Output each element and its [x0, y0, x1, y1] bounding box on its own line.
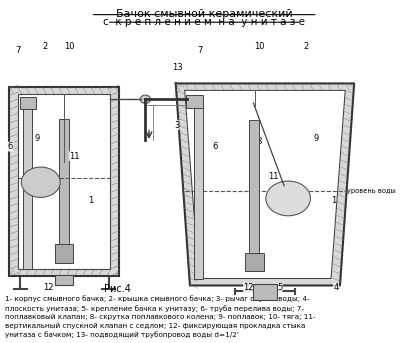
Text: 11: 11 [267, 172, 278, 181]
Bar [55, 275, 73, 285]
Text: 6: 6 [212, 142, 217, 151]
Text: 11: 11 [69, 152, 79, 161]
Text: уровень воды: уровень воды [346, 188, 395, 193]
Bar [252, 284, 276, 300]
Text: 10: 10 [254, 42, 264, 51]
Text: 9: 9 [34, 134, 40, 143]
Text: 1- корпус смывного бачка; 2- крышка смывного бачка; 3- рычаг спуска воды; 4-
пло: 1- корпус смывного бачка; 2- крышка смыв… [5, 296, 315, 338]
Text: Бачок смывной керамический: Бачок смывной керамический [116, 9, 292, 19]
Text: 6: 6 [8, 142, 13, 151]
Text: 12: 12 [243, 283, 253, 293]
Text: 5: 5 [276, 283, 281, 293]
Bar [186, 95, 203, 108]
Text: 2: 2 [303, 42, 308, 51]
Bar [23, 103, 32, 269]
Bar [244, 253, 263, 271]
Text: 10: 10 [64, 42, 74, 51]
Text: 4: 4 [333, 283, 338, 293]
Text: 7: 7 [15, 46, 20, 55]
Text: 1: 1 [330, 196, 336, 205]
Text: 12: 12 [43, 283, 53, 292]
Text: 1: 1 [88, 197, 93, 205]
Text: 8: 8 [256, 137, 261, 146]
Text: 9: 9 [312, 134, 317, 143]
Text: 13: 13 [172, 63, 183, 72]
Circle shape [140, 95, 150, 103]
Text: 2: 2 [43, 42, 48, 51]
Bar [20, 97, 36, 109]
Text: Рис.4: Рис.4 [104, 284, 131, 294]
Bar [59, 119, 69, 263]
Circle shape [21, 167, 60, 198]
Bar [193, 103, 202, 279]
Polygon shape [184, 91, 344, 279]
Text: 3: 3 [173, 121, 179, 130]
Text: 7: 7 [197, 46, 202, 55]
Circle shape [265, 181, 310, 216]
Bar [55, 244, 73, 263]
Bar [248, 120, 259, 271]
Polygon shape [175, 83, 353, 285]
Bar [18, 94, 110, 269]
Bar [9, 87, 119, 276]
Text: с  к р е п л е н и е м  н а  у н и т а з е: с к р е п л е н и е м н а у н и т а з е [103, 16, 304, 26]
